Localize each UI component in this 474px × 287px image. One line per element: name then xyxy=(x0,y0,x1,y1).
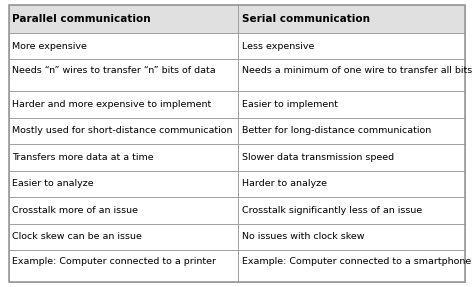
Text: Crosstalk more of an issue: Crosstalk more of an issue xyxy=(12,206,138,215)
Bar xyxy=(238,170,465,197)
Text: Example: Computer connected to a printer: Example: Computer connected to a printer xyxy=(12,257,216,266)
Text: Crosstalk significantly less of an issue: Crosstalk significantly less of an issue xyxy=(242,206,422,215)
Bar xyxy=(9,197,238,224)
Bar xyxy=(238,5,465,33)
Text: Mostly used for short-distance communication: Mostly used for short-distance communica… xyxy=(12,126,233,135)
Bar xyxy=(238,91,465,118)
Bar xyxy=(9,144,238,170)
Bar xyxy=(238,250,465,282)
Text: Needs a minimum of one wire to transfer all bits: Needs a minimum of one wire to transfer … xyxy=(242,66,472,75)
Bar xyxy=(9,5,238,33)
Bar xyxy=(238,118,465,144)
Text: Example: Computer connected to a smartphone: Example: Computer connected to a smartph… xyxy=(242,257,471,266)
Text: Less expensive: Less expensive xyxy=(242,42,314,51)
Text: No issues with clock skew: No issues with clock skew xyxy=(242,232,364,241)
Bar xyxy=(9,224,238,250)
Text: Serial communication: Serial communication xyxy=(242,14,370,24)
Text: More expensive: More expensive xyxy=(12,42,87,51)
Text: Needs “n” wires to transfer “n” bits of data: Needs “n” wires to transfer “n” bits of … xyxy=(12,66,216,75)
Text: Harder and more expensive to implement: Harder and more expensive to implement xyxy=(12,100,211,109)
Bar xyxy=(9,250,238,282)
Text: Easier to implement: Easier to implement xyxy=(242,100,338,109)
Text: Parallel communication: Parallel communication xyxy=(12,14,151,24)
Bar xyxy=(238,144,465,170)
Text: Slower data transmission speed: Slower data transmission speed xyxy=(242,153,394,162)
Bar xyxy=(9,91,238,118)
Text: Transfers more data at a time: Transfers more data at a time xyxy=(12,153,154,162)
Bar xyxy=(238,33,465,59)
Bar xyxy=(9,170,238,197)
Bar xyxy=(9,118,238,144)
Text: Better for long-distance communication: Better for long-distance communication xyxy=(242,126,431,135)
Text: Easier to analyze: Easier to analyze xyxy=(12,179,94,188)
Text: Harder to analyze: Harder to analyze xyxy=(242,179,327,188)
Bar xyxy=(238,197,465,224)
Text: Clock skew can be an issue: Clock skew can be an issue xyxy=(12,232,142,241)
Bar xyxy=(9,59,238,91)
Bar xyxy=(9,33,238,59)
Bar xyxy=(238,59,465,91)
Bar xyxy=(238,224,465,250)
